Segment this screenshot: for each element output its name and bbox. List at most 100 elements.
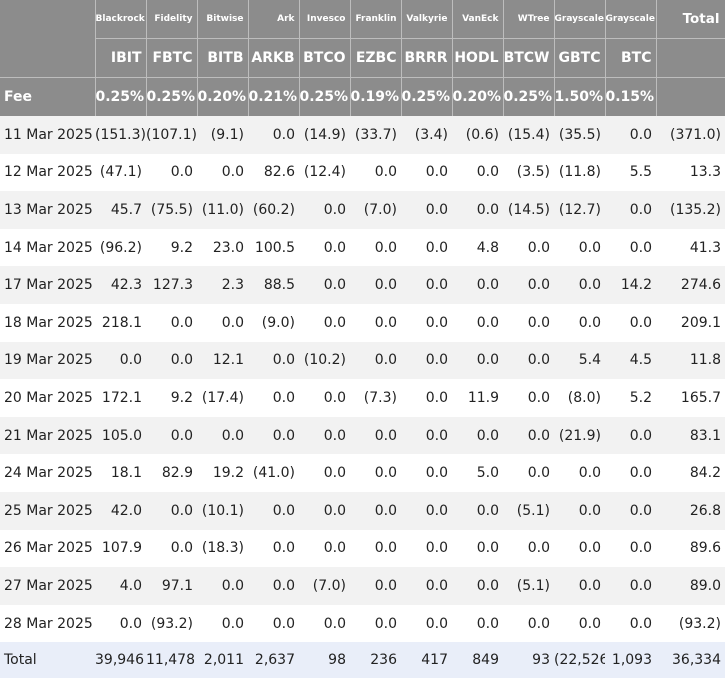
- flow-cell: 0.0: [401, 153, 452, 192]
- total-cell: 1,093: [605, 642, 656, 679]
- flow-cell: 0.0: [554, 228, 605, 267]
- flow-cell: 0.0: [248, 379, 299, 417]
- fee-cell: 0.25%: [95, 77, 147, 116]
- row-total-cell: 89.6: [656, 529, 725, 568]
- flow-cell: 0.0: [401, 303, 452, 342]
- flow-cell: (7.0): [350, 191, 401, 229]
- flow-cell: 0.0: [605, 228, 656, 267]
- flow-cell: 0.0: [503, 379, 554, 417]
- flow-cell: 0.0: [299, 454, 350, 492]
- flow-cell: 0.0: [248, 116, 299, 154]
- row-total-cell: 11.8: [656, 341, 725, 380]
- flow-cell: (35.5): [554, 116, 605, 154]
- flow-cell: (15.4): [503, 116, 554, 154]
- fee-row: Fee 0.25% 0.25% 0.20% 0.21% 0.25% 0.19% …: [0, 77, 725, 116]
- flow-cell: 0.0: [299, 379, 350, 417]
- flow-cell: 0.0: [248, 416, 299, 455]
- flow-cell: 0.0: [401, 191, 452, 229]
- flow-cell: (14.9): [299, 116, 350, 154]
- flow-cell: 5.4: [554, 341, 605, 380]
- flow-cell: 0.0: [350, 266, 401, 304]
- table-row: 17 Mar 2025 42.3 127.3 2.3 88.5 0.0 0.0 0.0 0.0 0…: [0, 266, 725, 304]
- total-cell: 98: [299, 642, 350, 679]
- flow-cell: 18.1: [95, 454, 146, 492]
- flow-cell: 0.0: [401, 604, 452, 643]
- row-total-cell: 41.3: [656, 228, 725, 267]
- flow-cell: (60.2): [248, 191, 299, 229]
- row-total-cell: 84.2: [656, 454, 725, 492]
- total-cell: 2,637: [248, 642, 299, 679]
- table-row: 11 Mar 2025 (151.3) (107.1) (9.1) 0.0 (14.9)(…: [0, 116, 725, 154]
- flow-cell: 0.0: [95, 604, 146, 643]
- flow-cell: 0.0: [452, 191, 503, 229]
- flow-cell: 0.0: [146, 153, 197, 192]
- flow-cell: 0.0: [350, 567, 401, 605]
- flow-cell: 0.0: [401, 454, 452, 492]
- flow-cell: 0.0: [452, 266, 503, 304]
- row-total-cell: 26.8: [656, 491, 725, 530]
- flow-cell: 0.0: [350, 491, 401, 530]
- row-total-cell: 209.1: [656, 303, 725, 342]
- totals-label: Total: [0, 642, 95, 679]
- flow-cell: 0.0: [503, 303, 554, 342]
- row-total-cell: 89.0: [656, 567, 725, 605]
- flow-cell: 0.0: [197, 567, 248, 605]
- fee-cell: 1.50%: [554, 77, 606, 116]
- total-cell: 11,478: [146, 642, 197, 679]
- flow-cell: (151.3): [95, 116, 146, 154]
- flow-cell: 0.0: [299, 529, 350, 568]
- flow-cell: 0.0: [503, 416, 554, 455]
- fee-cell: 0.21%: [248, 77, 300, 116]
- flow-cell: (8.0): [554, 379, 605, 417]
- flow-cell: 0.0: [299, 416, 350, 455]
- flow-cell: 107.9: [95, 529, 146, 568]
- flow-cell: 0.0: [452, 529, 503, 568]
- flow-cell: 0.0: [554, 529, 605, 568]
- flow-cell: (12.4): [299, 153, 350, 192]
- flow-cell: 0.0: [503, 529, 554, 568]
- table-row: 21 Mar 2025 105.0 0.0 0.0 0.0 0.0 0.0 0.0 0.0 0.0…: [0, 416, 725, 455]
- flow-cell: 0.0: [299, 604, 350, 643]
- fee-cell: 0.20%: [197, 77, 249, 116]
- ticker-header: HODL: [452, 38, 504, 78]
- flow-cell: (0.6): [452, 116, 503, 154]
- total-column-header: Total: [656, 0, 725, 39]
- table-row: 24 Mar 2025 18.1 82.9 19.2 (41.0) 0.0 0.0 0.0 5.…: [0, 454, 725, 492]
- date-cell: 18 Mar 2025: [0, 303, 95, 342]
- flow-cell: 0.0: [248, 341, 299, 380]
- flow-cell: 0.0: [452, 491, 503, 530]
- flow-cell: 0.0: [299, 266, 350, 304]
- flow-cell: 0.0: [554, 303, 605, 342]
- flow-cell: (10.1): [197, 491, 248, 530]
- ticker-header: BTCO: [299, 38, 351, 78]
- date-cell: 14 Mar 2025: [0, 228, 95, 267]
- row-total-cell: (371.0): [656, 116, 725, 154]
- flow-cell: 0.0: [452, 303, 503, 342]
- flow-cell: (9.0): [248, 303, 299, 342]
- total-cell: 417: [401, 642, 452, 679]
- flow-cell: (9.1): [197, 116, 248, 154]
- flow-cell: (11.8): [554, 153, 605, 192]
- flow-cell: 0.0: [95, 341, 146, 380]
- issuer-header: Grayscale: [605, 0, 657, 39]
- flow-cell: 0.0: [605, 416, 656, 455]
- ticker-header: BTCW: [503, 38, 555, 78]
- flow-cell: 0.0: [605, 491, 656, 530]
- flow-cell: 0.0: [503, 604, 554, 643]
- date-cell: 26 Mar 2025: [0, 529, 95, 568]
- flow-cell: (7.3): [350, 379, 401, 417]
- flow-cell: 100.5: [248, 228, 299, 267]
- flow-cell: 0.0: [452, 567, 503, 605]
- flow-cell: 0.0: [503, 341, 554, 380]
- flow-cell: 0.0: [197, 303, 248, 342]
- flow-cell: 0.0: [605, 604, 656, 643]
- flow-cell: 0.0: [452, 416, 503, 455]
- row-total-cell: 274.6: [656, 266, 725, 304]
- flow-cell: 0.0: [350, 604, 401, 643]
- flow-cell: 0.0: [146, 491, 197, 530]
- issuer-header: Invesco: [299, 0, 351, 39]
- flow-cell: (17.4): [197, 379, 248, 417]
- date-cell: 17 Mar 2025: [0, 266, 95, 304]
- date-cell: 20 Mar 2025: [0, 379, 95, 417]
- flow-cell: (41.0): [248, 454, 299, 492]
